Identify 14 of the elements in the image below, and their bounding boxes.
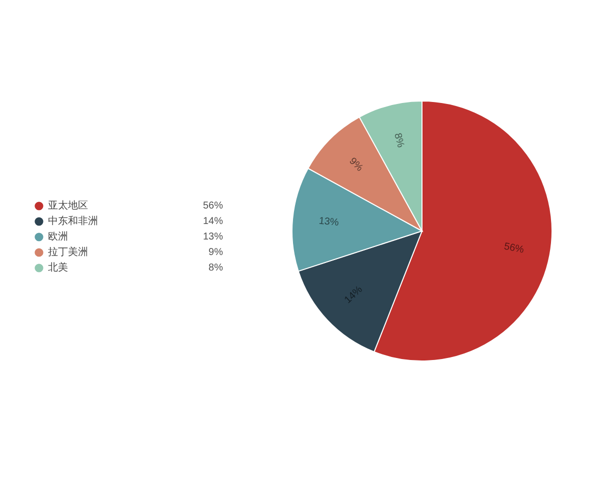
legend-label: 拉丁美洲 — [48, 246, 88, 258]
data-label: 9% — [346, 156, 365, 174]
text: 8% — [208, 262, 223, 274]
legend-label: 亚太地区 — [48, 200, 88, 212]
legend-label: 中东和非洲 — [48, 215, 98, 227]
text: 9% — [208, 247, 223, 258]
text: 13% — [202, 232, 223, 242]
text: 14% — [202, 216, 223, 227]
data-label: 13% — [318, 216, 340, 229]
legend-label: 北美 — [48, 262, 68, 274]
data-label: 56% — [503, 241, 525, 256]
text: 56% — [202, 200, 223, 212]
legend-label: 欧洲 — [48, 230, 68, 242]
data-label: 8% — [392, 132, 406, 149]
